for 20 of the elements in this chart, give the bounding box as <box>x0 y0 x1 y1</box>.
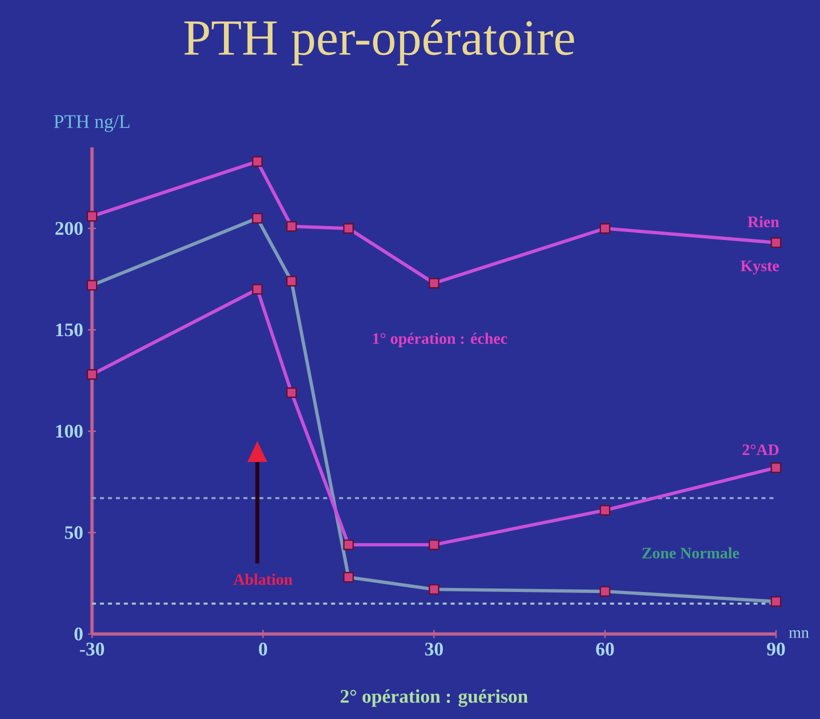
y-tick-label: 100 <box>56 424 83 438</box>
annotation: Kyste <box>740 260 779 275</box>
x-tick-label: 0 <box>258 642 268 656</box>
text: 2° opération : guérison <box>340 689 528 707</box>
x-tick-label: 90 <box>766 642 785 656</box>
x-tick-label: 30 <box>425 642 443 656</box>
y-tick-label: 0 <box>74 628 83 640</box>
y-axis-title: PTH ng/L <box>54 115 130 132</box>
annotation: Ablation <box>233 574 292 585</box>
x-axis-title: mn <box>789 630 809 638</box>
annotation: Zone Normale <box>642 547 740 558</box>
y-tick-label: 200 <box>55 222 83 235</box>
x-tick-label: -30 <box>80 642 104 656</box>
chart-title: PTH per-opératoire <box>184 19 574 66</box>
annotation: Rien <box>748 216 780 228</box>
y-tick-label: 50 <box>64 526 83 540</box>
annotation: 2°AD <box>742 444 779 456</box>
annotation: 1° opération : échec <box>373 332 508 348</box>
y-tick-label: 150 <box>56 323 83 336</box>
x-tick-label: 60 <box>596 642 614 656</box>
